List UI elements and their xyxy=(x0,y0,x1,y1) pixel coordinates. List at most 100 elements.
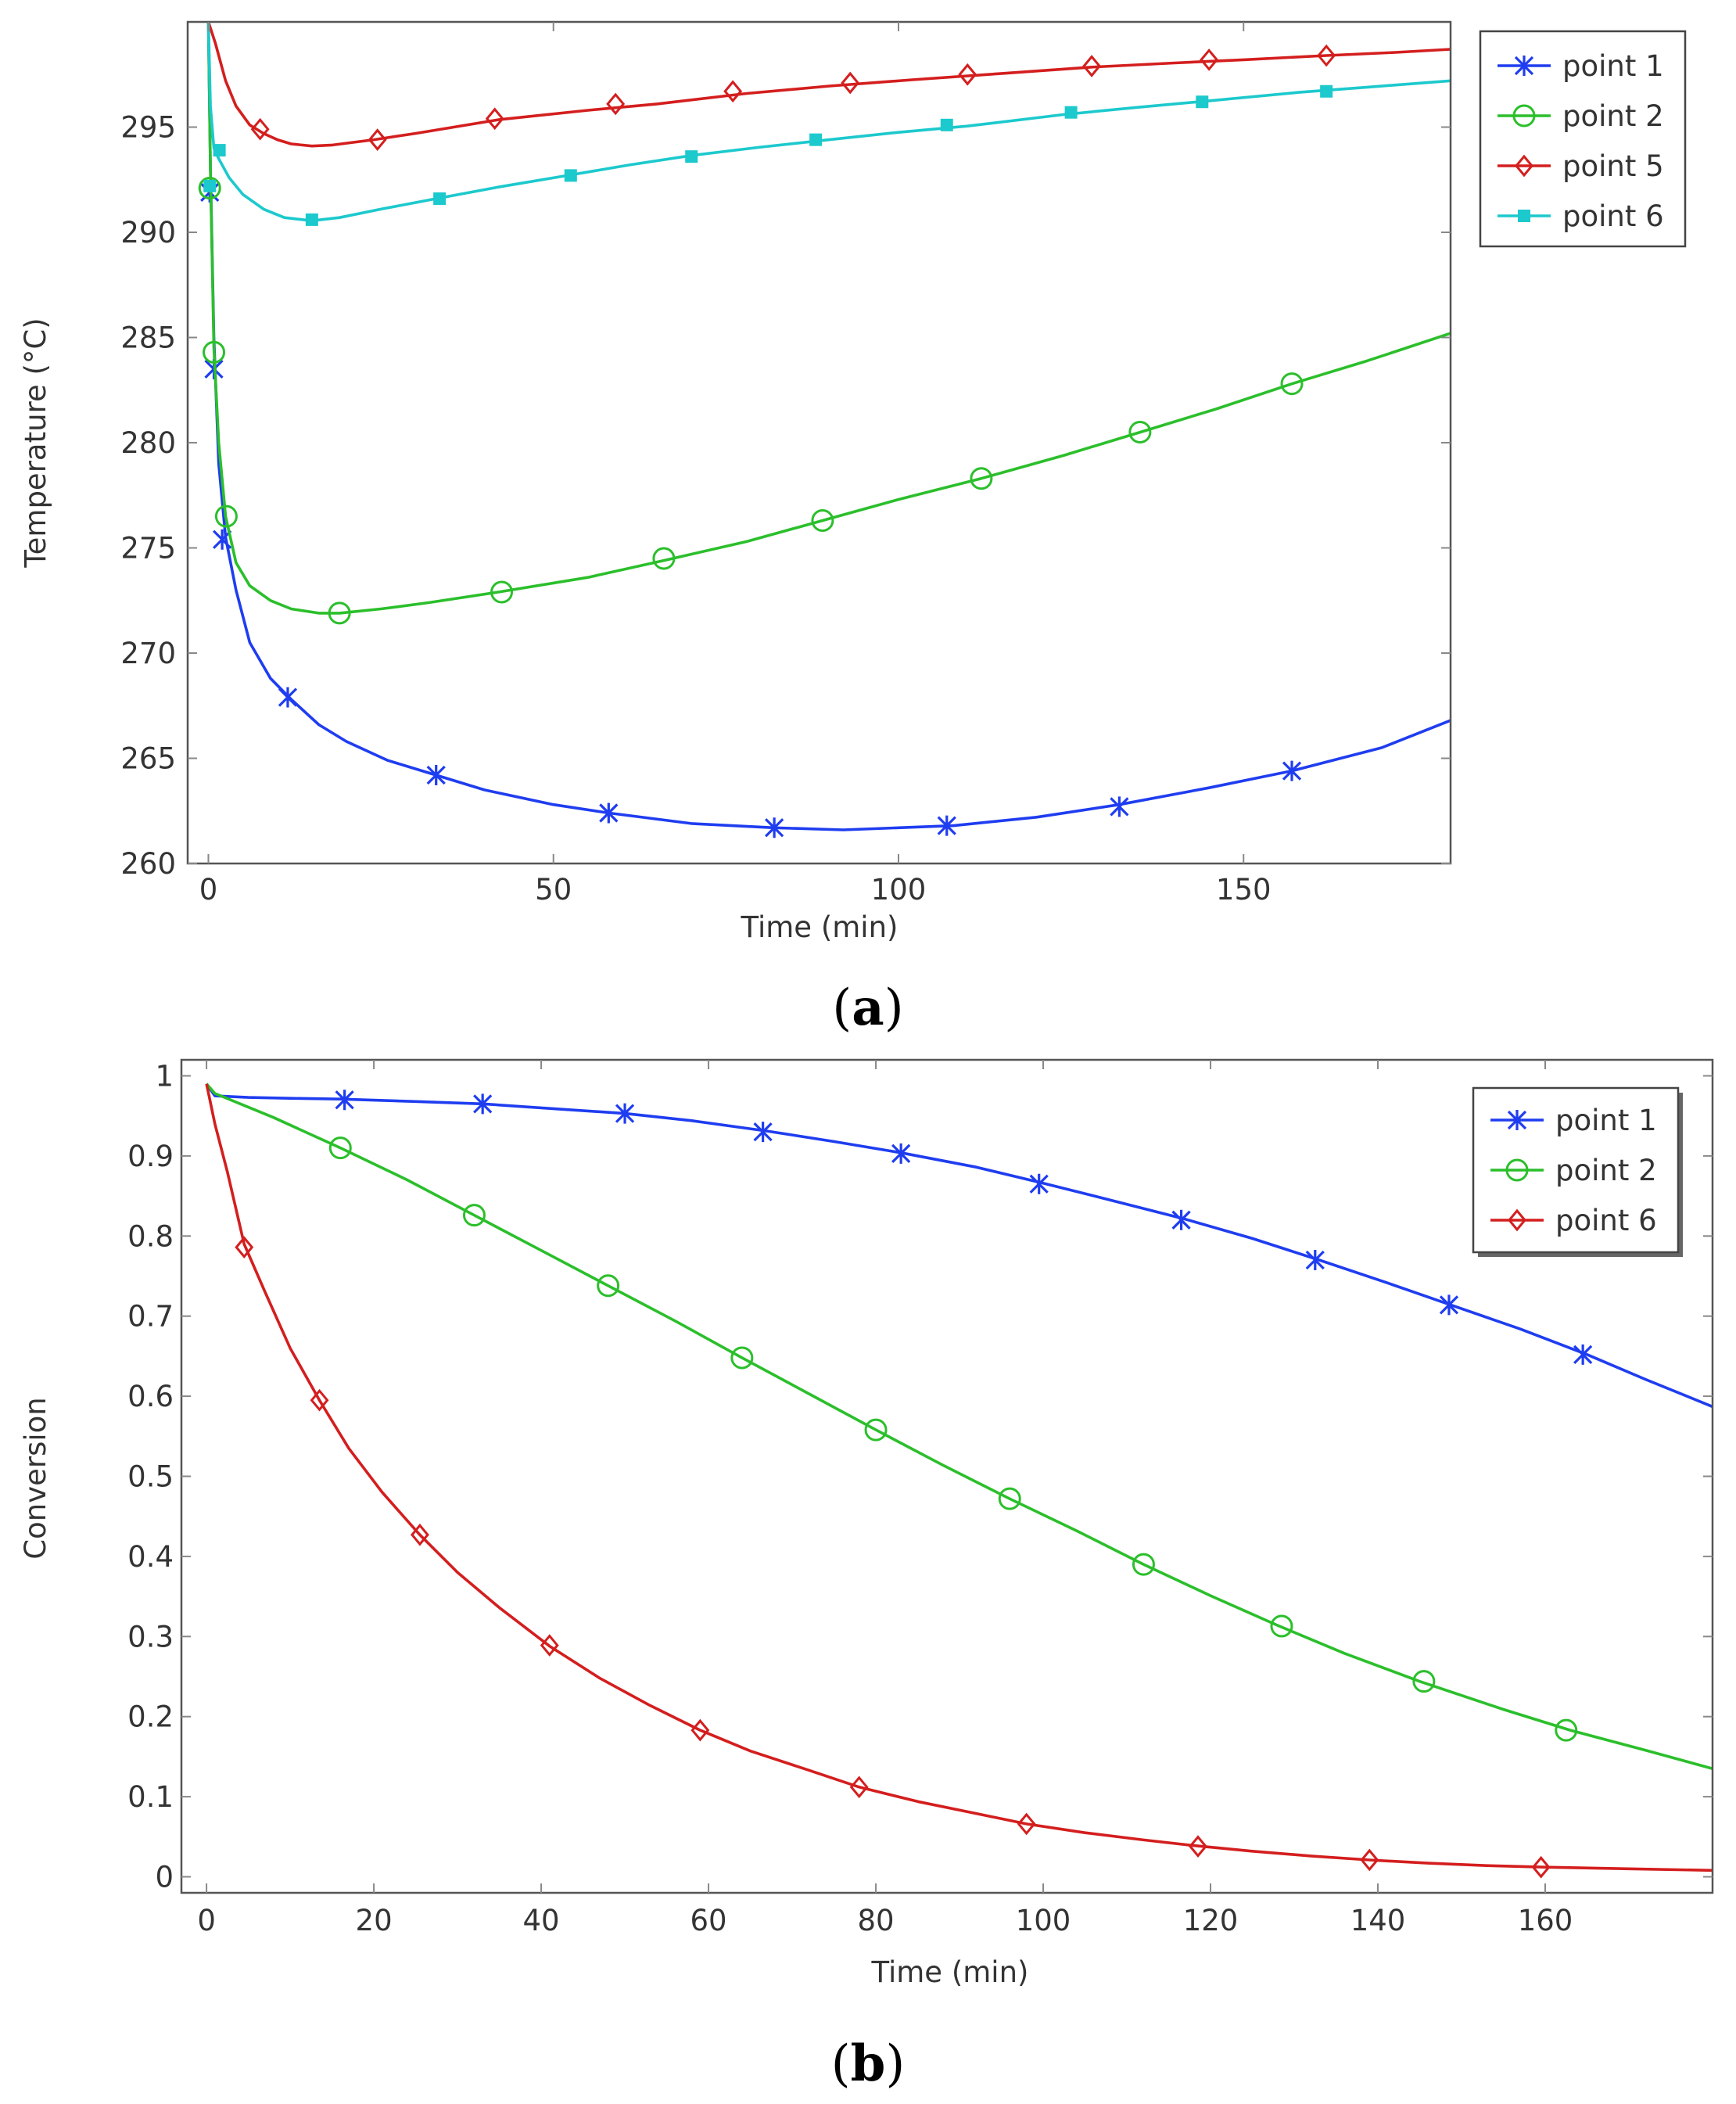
panel-a-data-point-point-5 xyxy=(841,71,860,95)
panel-a-data-point-point-1 xyxy=(426,765,446,786)
panel-b-data-point-point-6 xyxy=(235,1236,254,1258)
panel-a-data-point-point-1 xyxy=(599,802,619,824)
panel-b-data-point-point-1 xyxy=(615,1103,635,1124)
panel-b-data-point-point-1 xyxy=(335,1090,354,1111)
panel-a-data-point-point-2 xyxy=(1128,421,1152,444)
panel-a-x-tick-label: 50 xyxy=(535,873,572,907)
panel-a-data-point-point-2 xyxy=(811,509,834,533)
panel-a-series-line-point-1 xyxy=(206,22,1451,831)
panel-b-data-point-point-2 xyxy=(462,1204,486,1227)
panel-b-legend-label-point-6: point 6 xyxy=(1555,1204,1657,1237)
panel-a-legend-label-point-5: point 5 xyxy=(1562,149,1664,183)
panel-a-data-point-point-6 xyxy=(564,169,577,182)
panel-a-data-point-point-5 xyxy=(723,80,743,103)
panel-b-data-point-point-2 xyxy=(597,1274,620,1298)
panel-a-data-point-point-6 xyxy=(433,192,447,205)
panel-b-data-point-point-6 xyxy=(1531,1855,1551,1879)
panel-b-y-tick-label: 0.1 xyxy=(127,1780,174,1814)
panel-b-x-tick-label: 0 xyxy=(197,1904,216,1937)
panel-a-data-point-point-6 xyxy=(305,213,318,226)
panel-b-data-point-point-2 xyxy=(1270,1614,1293,1638)
panel-a-data-point-point-2 xyxy=(328,601,351,625)
panel-b-data-point-point-2 xyxy=(1555,1718,1578,1742)
panel-b-data-point-point-2 xyxy=(864,1418,888,1442)
panel-b-legend-label-point-2: point 2 xyxy=(1555,1154,1657,1187)
panel-a-data-point-point-5 xyxy=(958,63,977,86)
panel-b-series-group xyxy=(205,1083,1713,1879)
panel-b-data-point-point-6 xyxy=(1360,1848,1379,1872)
panel-a-data-point-point-6 xyxy=(809,133,823,146)
panel-b-data-point-point-2 xyxy=(730,1346,754,1370)
panel-b-x-tick-label: 40 xyxy=(523,1904,560,1937)
panel-a-legend-label-point-2: point 2 xyxy=(1562,99,1664,133)
panel-a-data-point-point-5 xyxy=(1200,48,1219,71)
panel-a-data-point-point-6 xyxy=(1320,84,1333,98)
panel-a-data-point-point-2 xyxy=(203,340,226,364)
panel-a-series-line-point-2 xyxy=(206,22,1451,615)
panel-a-series-group xyxy=(198,22,1451,838)
panel-b-ticks: 0 20 40 60 80 100 120 140 160 0 0.1 0.2 0.3 0.4 0.5 0.6… xyxy=(127,1059,1713,1937)
panel-b-data-point-point-6 xyxy=(1189,1835,1207,1858)
panel-b-y-tick-label: 0 xyxy=(155,1861,174,1894)
panel-a-legend: point 1 point 2 point 5 point 6 xyxy=(1479,30,1687,248)
panel-a-legend-marker-point-6 xyxy=(1518,210,1530,222)
panel-b-data-point-point-2 xyxy=(328,1136,352,1160)
panel-a-data-point-point-6 xyxy=(213,144,226,157)
panel-b-x-tick-label: 120 xyxy=(1183,1904,1239,1937)
panel-b-data-point-point-6 xyxy=(310,1388,329,1412)
panel-a-temperature-chart: 0 50 100 150 260 265 270 275 280 285 290 295 Time (… xyxy=(17,16,1706,950)
panel-b-y-tick-label: 0.6 xyxy=(127,1380,174,1413)
panel-b-data-point-point-6 xyxy=(1017,1812,1036,1836)
panel-a-legend-label-point-1: point 1 xyxy=(1562,49,1664,83)
panel-b-y-tick-label: 0.3 xyxy=(127,1620,174,1653)
panel-b-data-point-point-6 xyxy=(849,1775,869,1799)
panel-a-data-point-point-5 xyxy=(250,117,270,141)
panel-a-legend-box xyxy=(1479,30,1687,248)
panel-b-x-tick-label: 60 xyxy=(690,1904,727,1937)
panel-b-y-tick-label: 0.7 xyxy=(127,1300,174,1334)
panel-a-y-tick-label: 295 xyxy=(120,111,176,145)
panel-b-y-axis-label: Conversion xyxy=(19,1397,52,1559)
panel-b-y-tick-label: 1 xyxy=(155,1059,174,1093)
panel-a-data-point-point-6 xyxy=(940,118,953,131)
panel-a-x-axis-label: Time (min) xyxy=(741,910,898,944)
panel-a-legend-marker-point-2 xyxy=(1512,104,1536,127)
panel-a-background xyxy=(17,16,1706,950)
panel-b-data-point-point-1 xyxy=(1171,1209,1191,1230)
panel-a-data-point-point-6 xyxy=(1196,95,1209,109)
panel-a-ticks: 0 50 100 150 260 265 270 275 280 285 290 295 xyxy=(120,22,1451,907)
panel-a-data-point-point-6 xyxy=(203,179,217,192)
panel-a-caption: (a) xyxy=(832,978,903,1037)
panel-b-y-tick-label: 0.4 xyxy=(127,1540,174,1574)
panel-a-data-point-point-1 xyxy=(278,687,298,708)
panel-b-x-tick-label: 80 xyxy=(858,1904,895,1937)
panel-b-y-tick-label: 0.9 xyxy=(127,1140,174,1173)
panel-b-data-point-point-1 xyxy=(473,1093,493,1115)
panel-b-x-tick-label: 160 xyxy=(1518,1904,1573,1937)
panel-b-x-axis-label: Time (min) xyxy=(871,1955,1029,1989)
panel-a-x-tick-label: 100 xyxy=(871,873,927,907)
panel-a-legend-label-point-6: point 6 xyxy=(1562,199,1664,233)
panel-b-x-tick-label: 100 xyxy=(1016,1904,1071,1937)
panel-a-x-tick-label: 150 xyxy=(1216,873,1272,907)
panel-b-data-point-point-1 xyxy=(1029,1173,1049,1194)
panel-a-y-tick-label: 275 xyxy=(120,532,176,565)
panel-a-data-point-point-5 xyxy=(1082,55,1102,77)
panel-a-series-line-point-6 xyxy=(206,22,1451,223)
panel-b-data-point-point-1 xyxy=(753,1122,773,1143)
panel-b-series-line-point-6 xyxy=(205,1083,1713,1872)
panel-b-conversion-chart: 0 20 40 60 80 100 120 140 160 0 0.1 0.2 0.3 0.4 0.5 0.6… xyxy=(19,1058,1714,1989)
panel-b-y-tick-label: 0.5 xyxy=(127,1460,174,1494)
panel-b-legend-marker-point-6 xyxy=(1508,1208,1526,1232)
panel-a-data-point-point-6 xyxy=(1064,106,1078,119)
panel-a-data-point-point-1 xyxy=(1110,796,1129,817)
panel-b-x-tick-label: 20 xyxy=(356,1904,393,1937)
panel-a-y-tick-label: 280 xyxy=(120,426,176,460)
panel-b-data-point-point-1 xyxy=(891,1143,911,1164)
panel-a-y-tick-label: 270 xyxy=(120,637,176,670)
panel-a-legend-marker-point-1 xyxy=(1514,56,1534,76)
panel-a-y-tick-label: 260 xyxy=(120,847,176,881)
panel-a-data-point-point-6 xyxy=(685,150,698,163)
panel-b-legend-marker-point-2 xyxy=(1505,1158,1529,1182)
